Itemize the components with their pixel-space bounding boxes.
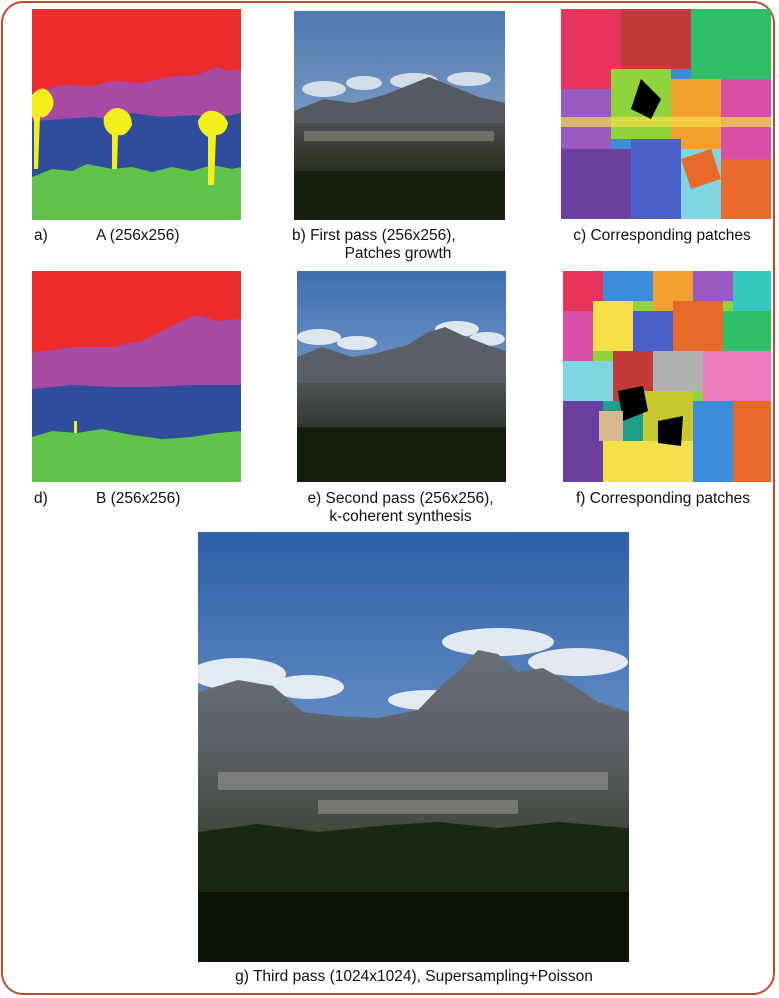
panel-e-second-pass-image — [297, 271, 506, 482]
label-map-b-image — [32, 271, 241, 482]
panel-f-caption: f) Corresponding patches — [575, 490, 751, 507]
panel-a-label-map — [32, 9, 241, 220]
panel-a-letter: a) — [34, 227, 48, 244]
panel-g-caption: g) Third pass (1024x1024), Supersampling… — [235, 968, 593, 985]
panel-d-caption: B (256x256) — [96, 490, 181, 507]
panel-e-caption-line1: e) Second pass (256x256), — [307, 490, 494, 507]
panel-b-caption-line2: Patches growth — [344, 245, 452, 262]
panel-c-caption: c) Corresponding patches — [573, 227, 751, 244]
panel-b-first-pass-image — [294, 11, 505, 220]
panel-c-patch-map — [561, 9, 771, 219]
panel-f-patch-map — [563, 271, 771, 482]
panel-g-third-pass-image — [198, 532, 629, 962]
panel-d-label-map — [32, 271, 241, 482]
panel-b-caption-line1: b) First pass (256x256), — [292, 227, 456, 244]
panel-a-caption: A (256x256) — [96, 227, 180, 244]
panel-e-caption-line2: k-coherent synthesis — [329, 508, 472, 525]
panel-d-letter: d) — [34, 490, 48, 507]
label-map-a-image — [32, 9, 241, 220]
